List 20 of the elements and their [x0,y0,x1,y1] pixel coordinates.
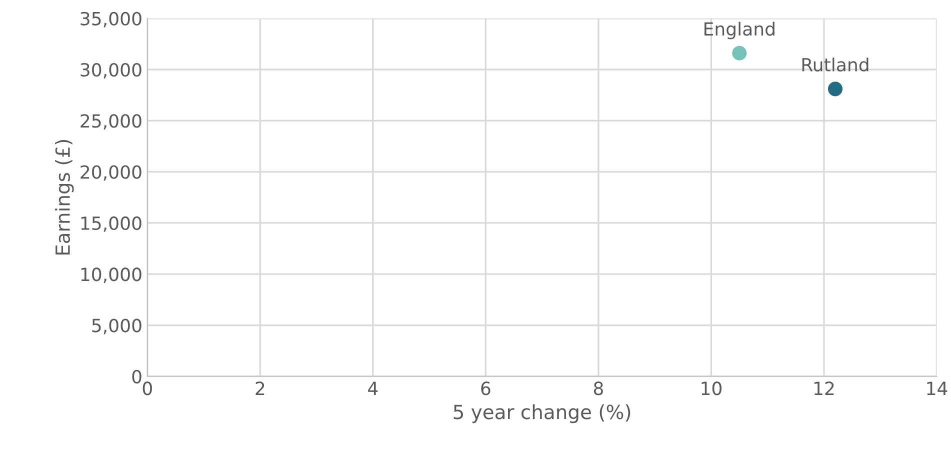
y-tick-label: 20,000 [80,165,142,181]
x-tick-label: 4 [368,382,378,395]
y-tick-label: 35,000 [80,12,142,28]
x-tick-label: 0 [142,382,152,396]
y-tick-label: 30,000 [80,62,142,78]
y-tick-label: 10,000 [81,268,142,284]
y-tick-label: 25,000 [80,114,142,130]
series-label: Rutland [802,58,868,72]
y-axis-title: Earnings (£) [54,140,74,255]
y-tick-label: 5,000 [92,318,142,334]
x-tick-label: 10 [702,382,722,396]
x-tick-label: 12 [814,382,834,395]
x-tick-label: 2 [256,382,264,395]
y-tick-label: 0 [132,370,142,384]
x-axis-title: 5 year change (%) [454,404,630,424]
series-label: England [704,22,774,40]
x-tick-label: 8 [594,382,603,396]
x-tick-label: 14 [927,382,948,395]
y-tick-label: 15,000 [81,216,142,232]
x-tick-label: 6 [481,382,490,396]
